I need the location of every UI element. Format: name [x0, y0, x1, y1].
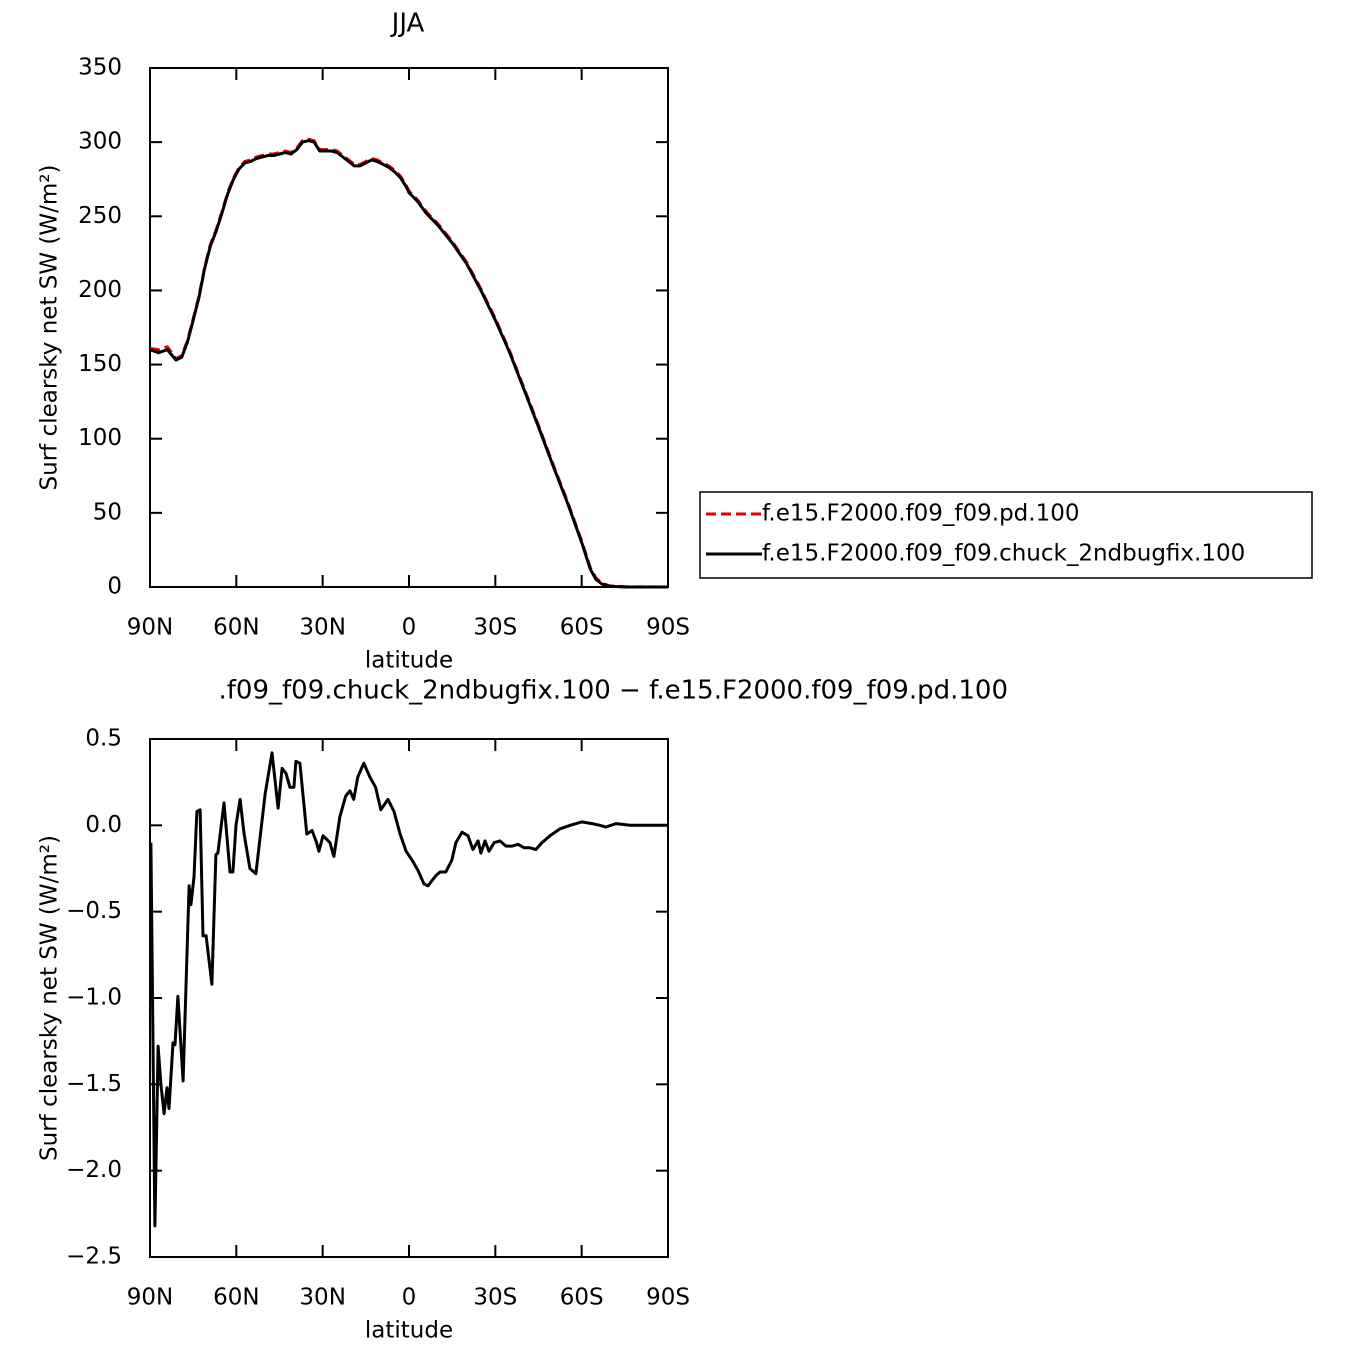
x-tick-label: 60N [213, 1285, 259, 1311]
x-tick-label: 0 [402, 615, 417, 641]
chart-title: JJA [390, 9, 425, 39]
x-tick-label: 0 [402, 1285, 417, 1311]
series-line [149, 751, 668, 1228]
x-tick-label: 30N [299, 1285, 345, 1311]
y-axis-label: Surf clearsky net SW (W/m²) [37, 165, 63, 491]
y-tick-label: 100 [78, 425, 122, 451]
x-tick-label: 90S [646, 615, 690, 641]
legend-label: f.e15.F2000.f09_f09.chuck_2ndbugfix.100 [762, 541, 1245, 567]
y-axis-label: Surf clearsky net SW (W/m²) [37, 835, 63, 1161]
y-tick-label: −0.5 [66, 898, 122, 924]
x-tick-label: 60N [213, 615, 259, 641]
y-tick-label: 350 [78, 55, 122, 81]
x-tick-label: 30N [299, 615, 345, 641]
y-tick-label: −1.0 [66, 985, 122, 1011]
x-tick-label: 60S [560, 1285, 604, 1311]
chart-title: .f09_f09.chuck_2ndbugfix.100 − f.e15.F20… [219, 676, 1008, 706]
y-tick-label: −1.5 [66, 1071, 122, 1097]
legend-box [699, 491, 1313, 579]
y-tick-label: 150 [78, 351, 122, 377]
x-tick-label: 30S [473, 615, 517, 641]
plot-frame [149, 738, 669, 1258]
y-tick-label: 50 [93, 499, 122, 525]
y-tick-label: −2.0 [66, 1157, 122, 1183]
y-tick-label: −2.5 [66, 1244, 122, 1270]
x-axis-label: latitude [365, 1318, 453, 1344]
y-tick-label: 300 [78, 129, 122, 155]
x-axis-label: latitude [365, 648, 453, 674]
x-tick-label: 60S [560, 615, 604, 641]
x-tick-label: 90N [127, 1285, 173, 1311]
y-tick-label: 250 [78, 203, 122, 229]
y-tick-label: 0.5 [85, 726, 122, 752]
y-tick-label: 0.0 [85, 812, 122, 838]
y-tick-label: 0 [107, 574, 122, 600]
series-line [149, 139, 668, 589]
x-tick-label: 90N [127, 615, 173, 641]
x-tick-label: 30S [473, 1285, 517, 1311]
series-line [149, 137, 669, 589]
y-tick-label: 200 [78, 277, 122, 303]
x-tick-label: 90S [646, 1285, 690, 1311]
legend-label: f.e15.F2000.f09_f09.pd.100 [762, 501, 1080, 527]
plot-frame [149, 67, 669, 588]
